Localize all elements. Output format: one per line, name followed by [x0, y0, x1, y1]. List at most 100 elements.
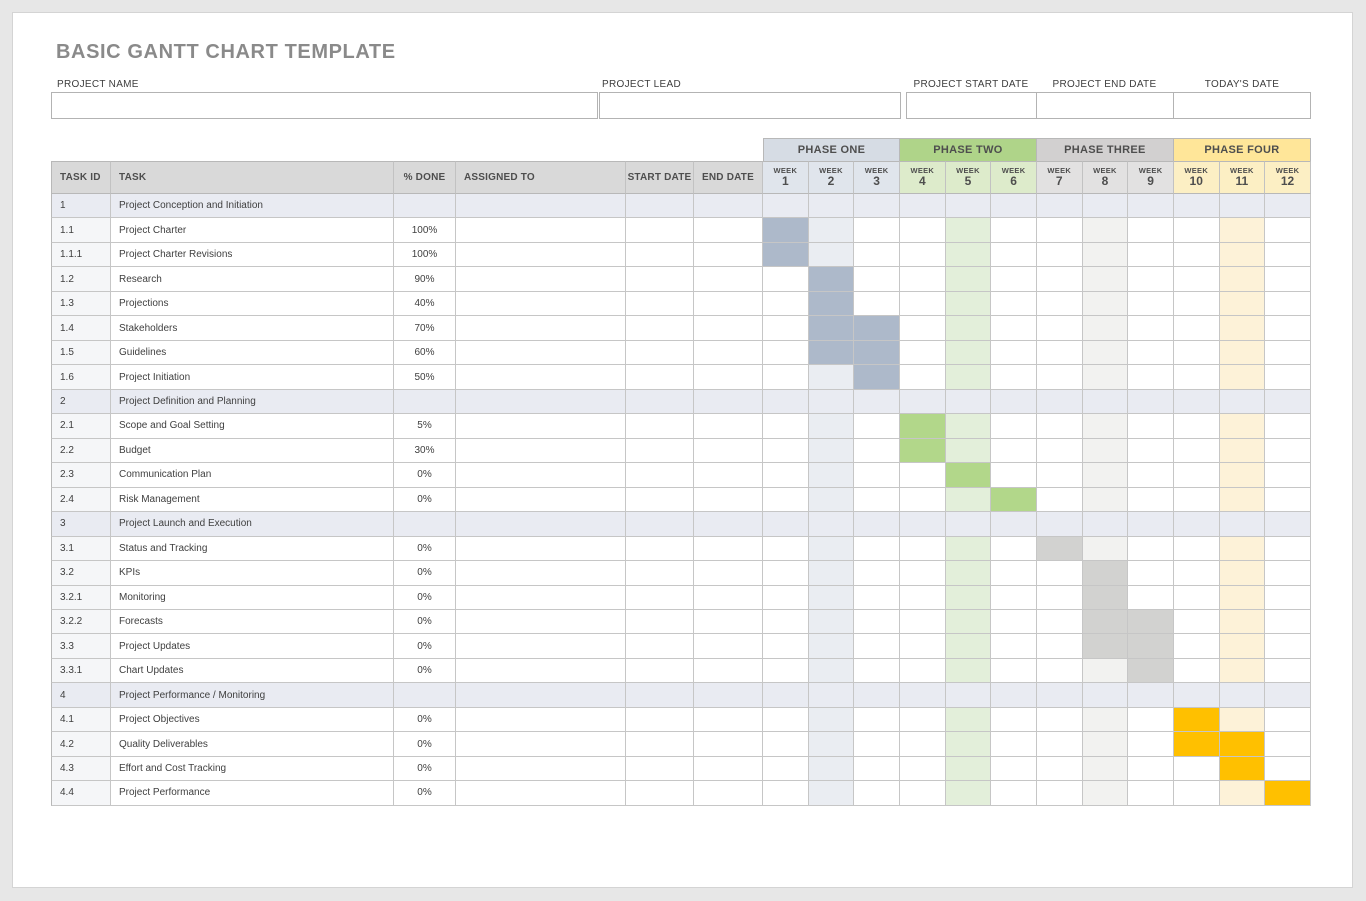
- gantt-cell[interactable]: [899, 463, 946, 488]
- gantt-cell[interactable]: [1036, 316, 1083, 341]
- gantt-cell[interactable]: [1036, 609, 1083, 635]
- assigned-cell[interactable]: [456, 218, 626, 243]
- done-cell[interactable]: 0%: [394, 463, 456, 488]
- done-cell[interactable]: [394, 194, 456, 219]
- start-date-cell[interactable]: [626, 732, 694, 757]
- gantt-cell[interactable]: [1036, 463, 1083, 488]
- gantt-cell[interactable]: [1128, 683, 1174, 708]
- end-date-cell[interactable]: [694, 561, 763, 586]
- gantt-cell[interactable]: [1173, 316, 1220, 341]
- gantt-cell[interactable]: [945, 658, 992, 684]
- gantt-cell[interactable]: [808, 561, 855, 586]
- gantt-cell[interactable]: [899, 242, 946, 268]
- gantt-cell[interactable]: [1128, 463, 1174, 488]
- gantt-cell[interactable]: [808, 365, 855, 390]
- done-cell[interactable]: 0%: [394, 609, 456, 635]
- gantt-cell[interactable]: [1128, 389, 1174, 415]
- done-cell[interactable]: [394, 512, 456, 537]
- gantt-cell[interactable]: [1173, 242, 1220, 268]
- gantt-cell[interactable]: [1036, 707, 1083, 733]
- gantt-cell[interactable]: [1082, 438, 1129, 464]
- gantt-cell[interactable]: [899, 340, 946, 366]
- gantt-cell[interactable]: [1082, 414, 1129, 439]
- assigned-cell[interactable]: [456, 707, 626, 733]
- task-id-cell[interactable]: 2.2: [51, 438, 111, 464]
- gantt-cell[interactable]: [1082, 316, 1129, 341]
- end-date-cell[interactable]: [694, 316, 763, 341]
- start-date-cell[interactable]: [626, 438, 694, 464]
- assigned-cell[interactable]: [456, 365, 626, 390]
- gantt-cell[interactable]: [1219, 585, 1266, 610]
- gantt-cell[interactable]: [945, 707, 992, 733]
- task-id-cell[interactable]: 4.4: [51, 781, 111, 806]
- gantt-cell[interactable]: [1036, 389, 1083, 415]
- gantt-cell[interactable]: [991, 365, 1037, 390]
- task-id-cell[interactable]: 1.5: [51, 340, 111, 366]
- end-date-cell[interactable]: [694, 463, 763, 488]
- gantt-cell[interactable]: [1219, 389, 1266, 415]
- gantt-cell[interactable]: [1219, 683, 1266, 708]
- assigned-cell[interactable]: [456, 756, 626, 782]
- task-id-cell[interactable]: 1.1: [51, 218, 111, 243]
- gantt-cell[interactable]: [1036, 683, 1083, 708]
- gantt-cell[interactable]: [945, 438, 992, 464]
- task-cell[interactable]: Quality Deliverables: [111, 732, 394, 757]
- task-cell[interactable]: Chart Updates: [111, 658, 394, 684]
- gantt-cell[interactable]: [899, 585, 946, 610]
- gantt-cell[interactable]: [854, 267, 900, 292]
- task-cell[interactable]: Stakeholders: [111, 316, 394, 341]
- assigned-cell[interactable]: [456, 512, 626, 537]
- gantt-cell[interactable]: [1173, 414, 1220, 439]
- gantt-cell[interactable]: [1128, 536, 1174, 562]
- task-cell[interactable]: KPIs: [111, 561, 394, 586]
- done-cell[interactable]: [394, 683, 456, 708]
- gantt-cell[interactable]: [1082, 291, 1129, 317]
- start-date-cell[interactable]: [626, 218, 694, 243]
- done-cell[interactable]: 60%: [394, 340, 456, 366]
- gantt-cell[interactable]: [854, 585, 900, 610]
- gantt-cell[interactable]: [1082, 218, 1129, 243]
- gantt-cell[interactable]: [1173, 291, 1220, 317]
- end-date-cell[interactable]: [694, 218, 763, 243]
- done-cell[interactable]: 90%: [394, 267, 456, 292]
- gantt-cell[interactable]: [1265, 585, 1311, 610]
- gantt-cell[interactable]: [899, 487, 946, 513]
- gantt-cell[interactable]: [1036, 732, 1083, 757]
- gantt-cell[interactable]: [854, 781, 900, 806]
- gantt-cell[interactable]: [1036, 756, 1083, 782]
- gantt-bar-cell[interactable]: [1036, 536, 1083, 562]
- task-cell[interactable]: Effort and Cost Tracking: [111, 756, 394, 782]
- task-cell[interactable]: Project Performance / Monitoring: [111, 683, 394, 708]
- done-cell[interactable]: 0%: [394, 585, 456, 610]
- gantt-cell[interactable]: [1082, 365, 1129, 390]
- end-date-cell[interactable]: [694, 683, 763, 708]
- gantt-cell[interactable]: [1036, 267, 1083, 292]
- gantt-cell[interactable]: [808, 389, 855, 415]
- gantt-cell[interactable]: [1082, 683, 1129, 708]
- gantt-cell[interactable]: [1036, 291, 1083, 317]
- gantt-cell[interactable]: [1265, 536, 1311, 562]
- start-date-cell[interactable]: [626, 291, 694, 317]
- start-date-cell[interactable]: [626, 463, 694, 488]
- end-date-cell[interactable]: [694, 707, 763, 733]
- gantt-cell[interactable]: [763, 634, 809, 659]
- task-cell[interactable]: Project Launch and Execution: [111, 512, 394, 537]
- task-id-cell[interactable]: 3.2.2: [51, 609, 111, 635]
- gantt-cell[interactable]: [1219, 218, 1266, 243]
- task-cell[interactable]: Projections: [111, 291, 394, 317]
- end-date-cell[interactable]: [694, 389, 763, 415]
- gantt-cell[interactable]: [899, 781, 946, 806]
- gantt-cell[interactable]: [945, 487, 992, 513]
- gantt-cell[interactable]: [854, 707, 900, 733]
- end-date-cell[interactable]: [694, 267, 763, 292]
- gantt-cell[interactable]: [1082, 732, 1129, 757]
- done-cell[interactable]: 30%: [394, 438, 456, 464]
- gantt-cell[interactable]: [991, 512, 1037, 537]
- gantt-cell[interactable]: [945, 389, 992, 415]
- done-cell[interactable]: 0%: [394, 536, 456, 562]
- gantt-cell[interactable]: [991, 561, 1037, 586]
- gantt-cell[interactable]: [763, 609, 809, 635]
- gantt-bar-cell[interactable]: [854, 340, 900, 366]
- gantt-cell[interactable]: [1219, 316, 1266, 341]
- gantt-cell[interactable]: [1173, 267, 1220, 292]
